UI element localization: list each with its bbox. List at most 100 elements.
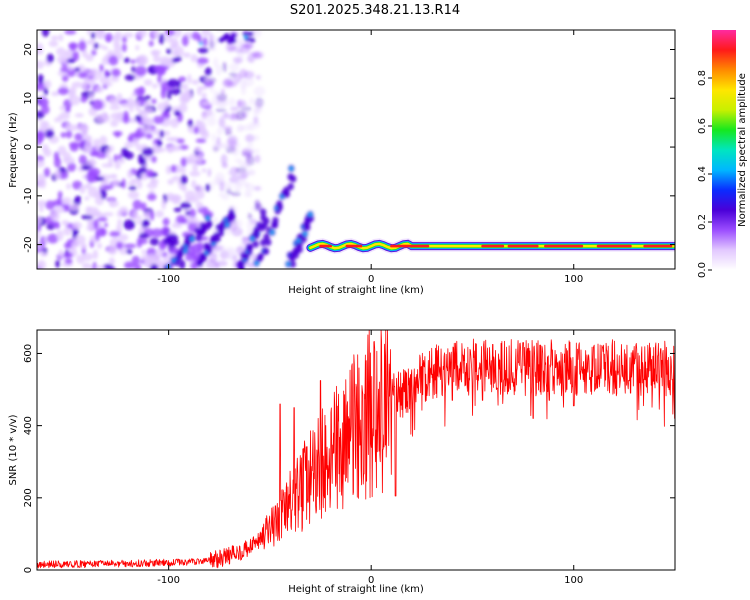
spectrogram-cell (191, 179, 197, 189)
spectrogram-cell (109, 105, 121, 111)
spectrogram-cell (78, 71, 88, 79)
spectrogram-cell (308, 212, 313, 217)
spectrogram-cell (37, 262, 42, 269)
spectrogram-cell (196, 57, 209, 65)
spectrogram-cell (159, 129, 165, 138)
spectrogram-cell (250, 236, 255, 241)
spectrogram-y-tick-label: -10 (23, 188, 34, 204)
spectrogram-cell (121, 36, 128, 43)
spectrogram-cell (199, 252, 206, 261)
spectrogram-cell (171, 50, 179, 57)
spectrogram-cell (230, 38, 237, 44)
spectrogram-cell (43, 79, 52, 89)
spectrogram-cell (226, 248, 234, 259)
spectrogram-cell (74, 234, 86, 245)
spectrogram-cell (208, 77, 217, 84)
spectrogram-cell (37, 49, 44, 55)
spectrogram-cell (108, 55, 119, 66)
spectrogram-cell (109, 199, 114, 208)
spectrogram-cell (170, 88, 182, 96)
spectrogram-cell (58, 33, 64, 42)
spectrogram-cell (124, 141, 134, 149)
spectrogram-cell (66, 183, 71, 190)
spectrogram-cell (207, 112, 217, 119)
spectrogram-cell (88, 93, 94, 100)
spectrogram-cell (192, 163, 198, 172)
spectrogram-cell (116, 93, 123, 102)
spectrogram-cell (86, 172, 96, 184)
spectrogram-cell (229, 106, 239, 111)
spectrogram-cell (211, 143, 222, 151)
spectrogram-cell (163, 99, 170, 109)
spectrogram-cell (226, 137, 238, 149)
spectrogram-cell (167, 148, 173, 154)
spectrogram-cell (142, 144, 148, 149)
spectrogram-cell (117, 219, 122, 226)
spectrogram-cell (116, 210, 122, 218)
spectrogram-cell (287, 182, 294, 191)
spectrogram-cell (183, 248, 188, 253)
spectrogram-cell (254, 101, 263, 111)
snr-axes: -100 0 100 0 200 400 600 (23, 330, 675, 586)
spectrogram-cell (99, 135, 108, 146)
spectrogram-cell (190, 54, 198, 63)
spectrogram-cell (205, 183, 211, 192)
spectrogram-cell (37, 84, 45, 91)
spectrogram-cell (164, 30, 175, 37)
spectrogram-cell (178, 183, 186, 190)
spectrogram-cell (235, 110, 246, 121)
spectrogram-cell (145, 133, 153, 140)
spectrogram-cell (256, 254, 263, 263)
spectrogram-cell (107, 245, 118, 256)
spectrogram-cell (54, 117, 59, 123)
spectrogram-cell (90, 31, 96, 39)
spectrogram-plot-area (37, 30, 675, 269)
spectrogram-cell (54, 168, 62, 180)
spectrogram-cell (99, 63, 104, 72)
spectrogram-cell (259, 208, 267, 216)
spectrogram-cell (117, 52, 124, 61)
spectrogram-cell (58, 249, 64, 258)
spectrogram-cell (86, 40, 94, 45)
spectrogram-cell (74, 133, 83, 142)
spectrogram-cell (45, 200, 56, 210)
spectrogram-y-tick-label: 10 (23, 92, 34, 105)
spectrogram-cell (161, 86, 166, 94)
spectrogram-cell (112, 179, 121, 187)
spectrogram-cell (91, 49, 97, 56)
spectrogram-cell (68, 42, 78, 49)
spectrogram-cell (79, 185, 86, 194)
spectrogram-cell (246, 219, 254, 231)
spectrogram-cell (96, 242, 103, 249)
spectrogram-cell (104, 32, 113, 42)
spectrogram-cell (37, 173, 46, 182)
spectrogram-cell (80, 95, 88, 103)
spectrogram-cell (50, 211, 60, 222)
spectrogram-cell (136, 54, 149, 66)
spectrogram-cell (111, 68, 121, 77)
spectrogram-cell (180, 174, 188, 185)
spectrogram-x-label: Height of straight line (km) (288, 285, 424, 296)
spectrogram-cell (215, 108, 227, 113)
spectrogram-cell (221, 61, 228, 73)
snr-x-tick-label: 100 (564, 575, 583, 586)
spectrogram-cell (205, 263, 215, 269)
spectrogram-cell (127, 135, 134, 143)
spectrogram-cell (152, 30, 160, 39)
spectrogram-cell (65, 130, 73, 139)
spectrogram-cell (74, 113, 84, 118)
spectrogram-cell (171, 175, 182, 182)
spectrogram-cell (95, 143, 101, 151)
spectrogram-cell (134, 65, 147, 77)
snr-x-tick-label: 0 (368, 575, 374, 586)
spectrogram-cell (127, 169, 133, 179)
spectrogram-cell (154, 248, 164, 259)
spectrogram-cell (38, 97, 49, 108)
spectrogram-cell (143, 257, 153, 268)
spectrogram-cell (112, 34, 121, 44)
spectrogram-cell (141, 249, 146, 255)
spectrogram-cell (221, 195, 230, 200)
spectrogram-cell (162, 217, 170, 226)
spectrogram-cell (161, 198, 167, 210)
spectrogram-cell (69, 95, 81, 106)
